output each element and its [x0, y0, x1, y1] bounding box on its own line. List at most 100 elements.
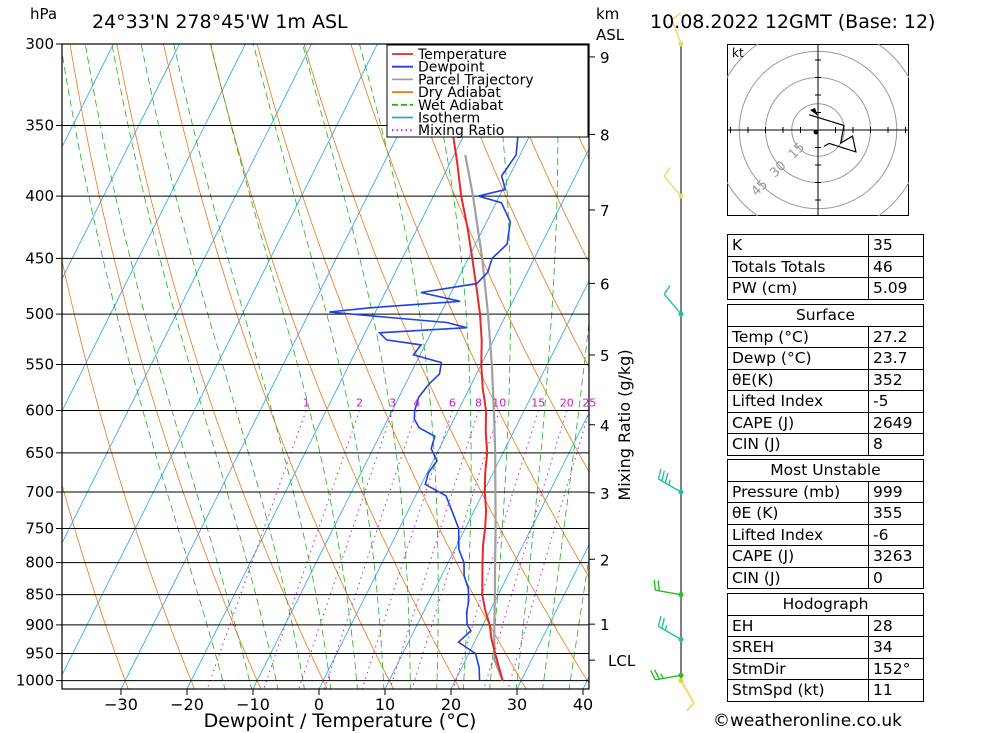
credit-link[interactable]: ©weatheronline.co.uk [713, 711, 903, 731]
legend-item-label: Dry Adiabat [418, 85, 501, 101]
height-tick-label: 3 [600, 485, 610, 503]
mixing-ratio-label: 6 [449, 397, 456, 410]
legend-frame [386, 44, 589, 138]
dry-adiabat-line [443, 44, 589, 368]
isotherm-line [62, 44, 180, 280]
legend-item-label: Mixing Ratio [418, 123, 504, 139]
wind-barb-flag [650, 670, 657, 681]
height-unit-label: km [596, 5, 619, 23]
dry-adiabat-line [163, 44, 394, 689]
index-pw-value: 5.09 [868, 277, 924, 300]
hodo-stmspd-value: 11 [868, 679, 924, 702]
hodo-sreh-value: 34 [868, 636, 924, 659]
height-tick-label: 1 [600, 616, 610, 634]
mu-pressure-value: 999 [868, 480, 924, 503]
pressure-tick-label: 700 [25, 483, 54, 501]
dry-adiabat-line [490, 44, 589, 264]
legend-item-label: Temperature [417, 47, 507, 63]
indices-table: K 35 Totals Totals 46 PW (cm) 5.09 [727, 234, 924, 300]
plot-frame [61, 43, 590, 690]
mu-pressure-label: Pressure (mb) [727, 480, 869, 503]
mixing-ratio-line [411, 410, 500, 689]
mixing-ratio-label: 10 [492, 397, 506, 410]
wind-barb-column [650, 12, 695, 712]
wind-barb-shaft [658, 625, 682, 640]
isotherm-line [516, 544, 589, 689]
wind-barb-flag [663, 285, 671, 295]
mixing-ratio-line [263, 410, 360, 689]
index-pw-label: PW (cm) [727, 277, 869, 300]
wind-barb-half-flag [664, 625, 668, 631]
surface-thetae-label: θE(K) [727, 368, 869, 391]
hodograph-trace [809, 114, 857, 153]
isotherm-line [62, 44, 246, 412]
legend-item-label: Parcel Trajectory [418, 72, 534, 88]
mixing-ratio-line [298, 410, 394, 689]
pressure-tick-label: 800 [25, 554, 54, 572]
hodo-sreh-label: SREH [727, 636, 869, 659]
mu-cape-value: 3263 [868, 545, 924, 568]
pressure-tick-label: 1000 [16, 672, 54, 690]
wind-barb-flag [657, 616, 662, 627]
hodograph-table: Hodograph EH 28 SREH 34 StmDir 152° StmSpd … [727, 593, 924, 702]
isotherm-line [62, 44, 312, 544]
isotherm-line [120, 44, 444, 689]
mixing-ratio-line [361, 410, 453, 689]
wind-barb-flag [686, 702, 695, 712]
surface-thetae-value: 352 [868, 368, 924, 391]
wind-barb-shaft [663, 293, 682, 315]
dry-adiabat-line [209, 44, 461, 689]
height-tick-label: 7 [600, 202, 610, 220]
wind-barb-shaft [663, 175, 682, 197]
dry-adiabat-line [62, 258, 195, 689]
x-axis-label: Dewpoint / Temperature (°C) [204, 710, 477, 732]
mixing-ratio-line [323, 410, 418, 689]
dry-adiabat-line [69, 44, 262, 689]
mixing-ratio-label: 8 [475, 397, 482, 410]
index-k-label: K [727, 234, 869, 257]
surface-li-value: -5 [868, 390, 924, 413]
pressure-tick-label: 600 [25, 402, 54, 420]
isotherm-line [62, 44, 378, 676]
wind-barb-shaft [655, 674, 682, 681]
hodo-stmdir-label: StmDir [727, 657, 869, 680]
pressure-tick-label: 900 [25, 616, 54, 634]
most-unstable-table: Most Unstable Pressure (mb) 999 θE (K) 355… [727, 459, 924, 589]
index-tt-label: Totals Totals [727, 255, 869, 278]
wind-barb-flag [661, 470, 665, 482]
surface-cape-label: CAPE (J) [727, 411, 869, 434]
wind-barb-flag [653, 669, 660, 680]
mu-cape-label: CAPE (J) [727, 545, 869, 568]
wind-barb-flag [671, 12, 681, 21]
temperature-tick-label: −20 [170, 695, 204, 714]
legend-item-label: Isotherm [418, 111, 480, 127]
height-tick-label: 9 [600, 49, 610, 67]
pressure-unit-label: hPa [30, 5, 57, 23]
hodograph-storm-marker [813, 129, 819, 135]
pressure-tick-label: 300 [25, 35, 54, 53]
surface-temp-value: 27.2 [868, 325, 924, 348]
mixing-ratio-axis-label: Mixing Ratio (g/kg) [615, 349, 634, 500]
mu-thetae-value: 355 [868, 502, 924, 525]
wind-barb-shaft [671, 19, 682, 45]
temperature-tick-label: 30 [507, 695, 527, 714]
pressure-tick-label: 450 [25, 249, 54, 267]
mixing-ratio-label: 20 [560, 397, 574, 410]
dry-adiabat-line [397, 44, 589, 473]
wind-barb-shaft [655, 589, 682, 596]
height-tick-label: 4 [600, 417, 610, 435]
mu-cin-label: CIN (J) [727, 566, 869, 589]
legend-item-label: Dewpoint [418, 60, 485, 76]
index-k-value: 35 [868, 234, 924, 257]
mixing-ratio-label: 3 [389, 397, 396, 410]
lcl-label: LCL [608, 652, 636, 670]
hodo-eh-value: 28 [868, 614, 924, 637]
surface-table: Surface Temp (°C) 27.2 Dewp (°C) 23.7 θE(K… [727, 304, 924, 456]
hodograph-arrow-icon [810, 108, 818, 116]
isotherm-line [186, 44, 510, 689]
pressure-tick-label: 950 [25, 644, 54, 662]
surface-li-label: Lifted Index [727, 390, 869, 413]
surface-cape-value: 2649 [868, 411, 924, 434]
temperature-tick-label: 10 [375, 695, 395, 714]
